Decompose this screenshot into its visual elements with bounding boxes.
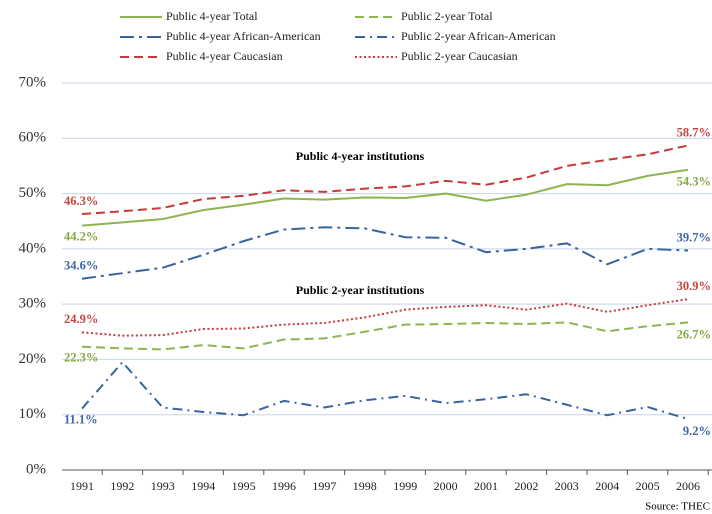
x-tick-label: 1991 xyxy=(70,479,94,493)
data-label: 58.7% xyxy=(677,125,711,139)
x-tick-label: 1992 xyxy=(110,479,134,493)
data-label: 44.2% xyxy=(64,230,98,244)
x-tick-label: 2003 xyxy=(555,479,579,493)
x-tick-label: 1997 xyxy=(312,479,336,493)
x-tick-label: 1995 xyxy=(232,479,256,493)
data-label: 30.9% xyxy=(677,279,711,293)
y-tick-label: 10% xyxy=(19,406,47,422)
legend-label: Public 2-year Total xyxy=(401,9,493,23)
x-tick-label: 2006 xyxy=(676,479,700,493)
series-line xyxy=(81,226,689,280)
series-line xyxy=(81,144,689,216)
x-tick-label: 1993 xyxy=(151,479,175,493)
data-label: 26.7% xyxy=(677,327,711,341)
source: Source: THEC xyxy=(645,501,710,513)
x-tick-label: 2005 xyxy=(636,479,660,493)
legend-label: Public 4-year African-American xyxy=(166,29,321,43)
x-tick-label: 2001 xyxy=(474,479,498,493)
x-tick-label: 2000 xyxy=(434,479,458,493)
data-label: 39.7% xyxy=(677,230,711,244)
x-tick-label: 1996 xyxy=(272,479,296,493)
y-tick-label: 30% xyxy=(19,296,47,312)
data-label: 46.3% xyxy=(64,194,98,208)
y-tick-label: 50% xyxy=(19,185,47,201)
annotation: Public 4-year institutions xyxy=(296,149,425,163)
data-label: 11.1% xyxy=(64,413,98,427)
legend-label: Public 4-year Caucasian xyxy=(166,49,283,63)
legend-label: Public 2-year African-American xyxy=(401,29,556,43)
y-tick-label: 20% xyxy=(19,351,47,367)
y-tick-label: 0% xyxy=(26,461,46,477)
annotation: Public 2-year institutions xyxy=(296,283,425,297)
x-tick-label: 2004 xyxy=(595,479,619,493)
x-tick-label: 2002 xyxy=(514,479,538,493)
data-label: 34.6% xyxy=(64,259,98,273)
x-tick-label: 1994 xyxy=(191,479,215,493)
legend-label: Public 4-year Total xyxy=(166,9,258,23)
series-line xyxy=(81,168,689,227)
y-tick-label: 60% xyxy=(19,130,47,146)
data-label: 54.3% xyxy=(677,175,711,189)
x-tick-label: 1999 xyxy=(393,479,417,493)
y-tick-label: 40% xyxy=(19,240,47,256)
data-label: 24.9% xyxy=(64,312,98,326)
x-tick-label: 1998 xyxy=(353,479,377,493)
legend-label: Public 2-year Caucasian xyxy=(401,49,518,63)
series-line xyxy=(81,321,689,351)
y-tick-label: 70% xyxy=(19,74,47,90)
data-label: 22.3% xyxy=(64,351,98,365)
data-label: 9.2% xyxy=(683,424,711,438)
series-line xyxy=(81,360,689,421)
